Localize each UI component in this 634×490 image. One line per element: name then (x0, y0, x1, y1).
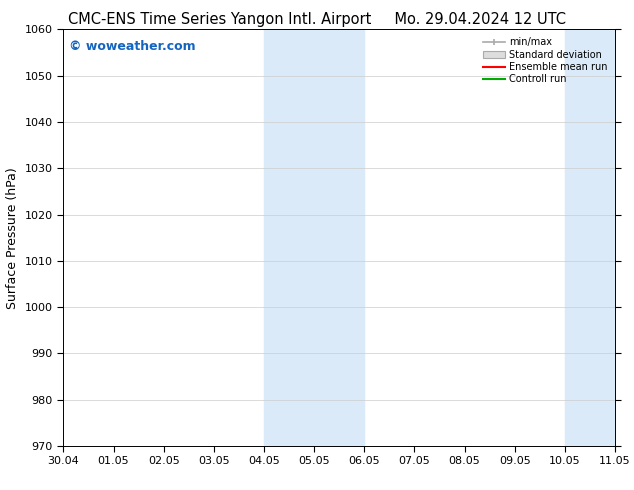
Text: CMC-ENS Time Series Yangon Intl. Airport     Mo. 29.04.2024 12 UTC: CMC-ENS Time Series Yangon Intl. Airport… (68, 12, 566, 27)
Bar (565, 29, 615, 446)
Legend: min/max, Standard deviation, Ensemble mean run, Controll run: min/max, Standard deviation, Ensemble me… (481, 34, 610, 87)
Bar (264, 29, 365, 446)
Text: © woweather.com: © woweather.com (69, 40, 195, 53)
Y-axis label: Surface Pressure (hPa): Surface Pressure (hPa) (6, 167, 19, 309)
